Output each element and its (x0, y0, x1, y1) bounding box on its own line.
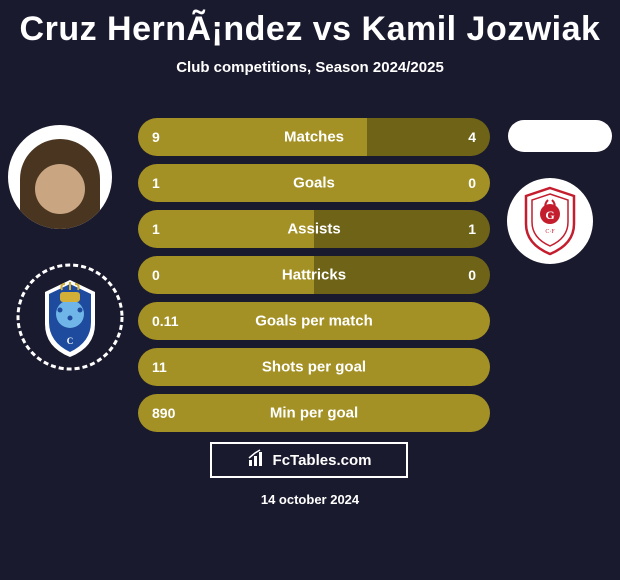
bar-label: Matches (138, 129, 490, 146)
stat-row: 00Hattricks (138, 256, 490, 294)
comparison-bars: 94Matches 10Goals 11Assists 00Hattricks 0.11… (138, 118, 490, 440)
subtitle: Club competitions, Season 2024/2025 (0, 59, 620, 76)
bar-label: Goals per match (138, 313, 490, 330)
team-left-logo: C (15, 262, 125, 372)
chart-icon (247, 448, 267, 473)
bar-label: Min per goal (138, 405, 490, 422)
page-title: Cruz HernÃ¡ndez vs Kamil Jozwiak (0, 0, 620, 49)
player-right-avatar (508, 120, 612, 152)
svg-text:C·F: C·F (545, 229, 555, 235)
date-label: 14 october 2024 (0, 492, 620, 507)
footer-text: FcTables.com (273, 452, 372, 469)
svg-text:C: C (67, 336, 74, 346)
player-left-avatar (8, 125, 112, 229)
stat-row: 0.11Goals per match (138, 302, 490, 340)
stat-row: 890Min per goal (138, 394, 490, 432)
bar-label: Hattricks (138, 267, 490, 284)
stat-row: 11Shots per goal (138, 348, 490, 386)
stat-row: 94Matches (138, 118, 490, 156)
team-right-logo: G C·F (507, 178, 593, 264)
bar-label: Shots per goal (138, 359, 490, 376)
stat-row: 10Goals (138, 164, 490, 202)
stat-row: 11Assists (138, 210, 490, 248)
footer-box: FcTables.com (210, 442, 408, 478)
bar-label: Assists (138, 221, 490, 238)
svg-text:G: G (545, 208, 554, 222)
bar-label: Goals (138, 175, 490, 192)
